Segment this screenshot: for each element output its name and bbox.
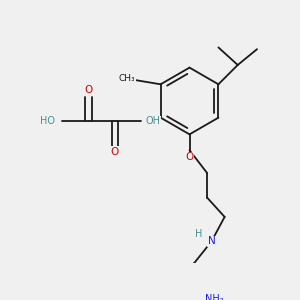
Text: H: H: [195, 230, 202, 239]
Text: CH₃: CH₃: [119, 74, 136, 83]
Text: N: N: [208, 236, 215, 247]
Text: HO: HO: [40, 116, 55, 126]
Text: NH₂: NH₂: [205, 294, 224, 300]
Text: O: O: [185, 152, 194, 162]
Text: O: O: [84, 85, 93, 95]
Text: OH: OH: [146, 116, 160, 126]
Text: O: O: [111, 147, 119, 157]
